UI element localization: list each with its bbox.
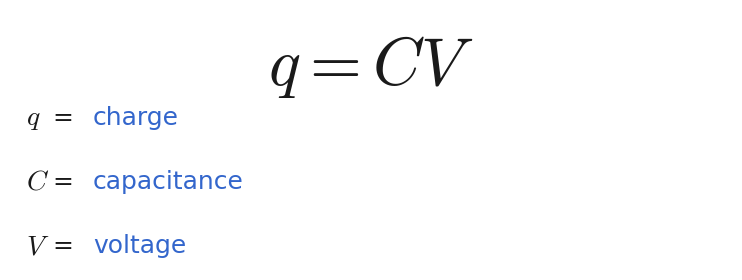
Text: $q = CV$: $q = CV$ <box>268 34 474 100</box>
Text: $C$: $C$ <box>26 168 49 196</box>
Text: =: = <box>53 106 73 130</box>
Text: charge: charge <box>93 106 179 130</box>
Text: =: = <box>53 234 73 258</box>
Text: $V$: $V$ <box>26 232 49 260</box>
Text: capacitance: capacitance <box>93 170 243 194</box>
Text: =: = <box>53 170 73 194</box>
Text: $q$: $q$ <box>26 104 41 132</box>
Text: voltage: voltage <box>93 234 186 258</box>
